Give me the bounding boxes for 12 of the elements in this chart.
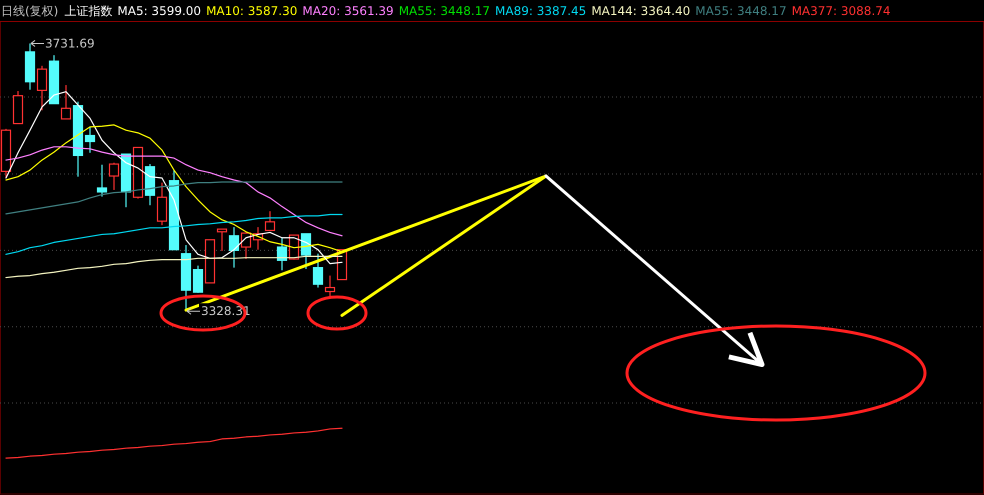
text: MA55: 3448.17	[695, 4, 787, 18]
annotation: 3731.69	[45, 36, 95, 50]
text: MA10: 3587.30	[206, 4, 298, 18]
text: MA89: 3387.45	[495, 4, 586, 18]
legend-label: MA55: 3448.17	[398, 4, 490, 18]
chart-subtitle: 上证指数	[64, 4, 112, 18]
chart-title: 日线(复权)	[1, 4, 58, 18]
annotation: 3731.69	[30, 35, 95, 52]
text: MA5: 3599.00	[117, 4, 202, 18]
text: MA20: 3561.39	[302, 4, 394, 18]
text: MA144: 3364.40	[591, 4, 690, 18]
text: MA377: 3088.74	[792, 4, 891, 18]
